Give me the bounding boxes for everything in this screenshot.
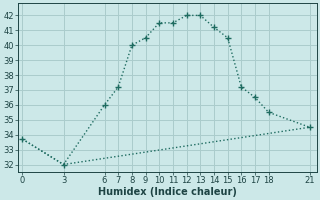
X-axis label: Humidex (Indice chaleur): Humidex (Indice chaleur) (98, 187, 237, 197)
